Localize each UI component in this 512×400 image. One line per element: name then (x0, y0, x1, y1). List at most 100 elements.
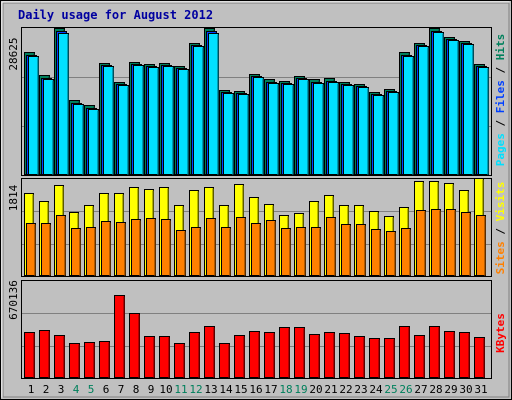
bar-shade-pages-day-7 (127, 86, 129, 175)
bar-shade-kbytes-day-10 (168, 337, 170, 378)
bar-shade-pages-day-15 (247, 95, 249, 175)
x-tick-label-day-19: 19 (294, 383, 307, 396)
bar-shade-kbytes-day-25 (393, 339, 395, 378)
bar-shade-kbytes-day-4 (78, 344, 80, 378)
bar-shade-sites-day-22 (349, 225, 351, 276)
y-max-label-panel-2: 1814 (7, 184, 20, 211)
bar-shade-kbytes-day-24 (378, 339, 380, 378)
bar-shade-kbytes-day-19 (303, 328, 305, 378)
panel-hits-files-pages (21, 27, 492, 176)
legend-item-pages: Pages (494, 133, 507, 166)
bar-shade-sites-day-31 (484, 216, 486, 276)
bar-shade-pages-day-9 (157, 68, 159, 175)
legend-item-kbytes: KBytes (494, 313, 507, 353)
bar-shade-pages-day-3 (67, 34, 69, 175)
x-tick-label-day-11: 11 (174, 383, 187, 396)
bar-shade-sites-day-27 (424, 211, 426, 276)
panel-kbytes (21, 280, 492, 379)
legend-panel-2: Sites / Visits (494, 182, 507, 275)
bar-shade-sites-day-16 (259, 224, 261, 276)
bar-shade-sites-day-1 (34, 224, 36, 276)
bar-shade-kbytes-day-20 (318, 335, 320, 378)
bar-shade-pages-day-4 (82, 105, 84, 175)
bar-shade-sites-day-8 (139, 220, 141, 276)
x-tick-label-day-13: 13 (204, 383, 217, 396)
bar-shade-sites-day-24 (379, 230, 381, 276)
bar-shade-kbytes-day-7 (123, 296, 125, 378)
bar-shade-pages-day-25 (397, 93, 399, 175)
x-tick-label-day-10: 10 (159, 383, 172, 396)
bar-shade-sites-day-12 (199, 228, 201, 276)
bar-shade-kbytes-day-12 (198, 333, 200, 378)
bar-shade-kbytes-day-15 (243, 336, 245, 378)
bar-shade-sites-day-9 (154, 219, 156, 276)
bar-shade-pages-day-24 (382, 96, 384, 175)
x-tick-label-day-5: 5 (88, 383, 95, 396)
bar-shade-kbytes-day-30 (468, 333, 470, 378)
bar-shade-kbytes-day-18 (288, 328, 290, 378)
bars (24, 28, 489, 378)
bar-shade-pages-day-16 (262, 78, 264, 175)
x-tick-label-day-24: 24 (369, 383, 383, 396)
bar-shade-kbytes-day-14 (228, 344, 230, 378)
bar-shade-sites-day-30 (469, 213, 471, 276)
bar-shade-pages-day-23 (367, 88, 369, 175)
bar-shade-sites-day-5 (94, 228, 96, 276)
bar-shade-kbytes-day-31 (483, 338, 485, 378)
x-tick-label-day-2: 2 (43, 383, 50, 396)
x-tick-label-day-12: 12 (189, 383, 202, 396)
bar-shade-pages-day-29 (457, 41, 459, 175)
bar-shade-pages-day-19 (307, 80, 309, 175)
bar-shade-sites-day-6 (109, 222, 111, 276)
bar-shade-kbytes-day-3 (63, 336, 65, 378)
x-tick-label-day-21: 21 (324, 383, 337, 396)
legend-item-files: Files (494, 80, 507, 113)
x-tick-label-day-20: 20 (309, 383, 322, 396)
x-tick-label-day-27: 27 (414, 383, 427, 396)
bar-shade-sites-day-14 (229, 228, 231, 276)
bar-shade-kbytes-day-2 (48, 331, 50, 378)
x-tick-label-day-22: 22 (339, 383, 352, 396)
x-tick-label-day-1: 1 (28, 383, 35, 396)
chart-title: Daily usage for August 2012 (18, 8, 213, 22)
panel-sites-visits (21, 178, 492, 277)
x-tick-label-day-31: 31 (474, 383, 487, 396)
x-tick-label-day-6: 6 (103, 383, 110, 396)
bar-shade-sites-day-2 (49, 224, 51, 276)
x-tick-label-day-4: 4 (73, 383, 80, 396)
bar-shade-sites-day-7 (124, 223, 126, 276)
bar-shade-pages-day-10 (172, 67, 174, 175)
x-axis-day-labels: 1 2 3 4 5 6 7 8 9 10 11 12 13 14 15 16 17 18 19 20 21 22 23 24 2… (28, 383, 488, 396)
bar-shade-kbytes-day-16 (258, 332, 260, 378)
x-tick-label-day-30: 30 (459, 383, 472, 396)
bar-shade-pages-day-12 (202, 47, 204, 175)
bar-shade-sites-day-29 (454, 210, 456, 276)
bar-shade-kbytes-day-26 (408, 327, 410, 378)
y-max-label-panel-1: 28625 (7, 37, 20, 70)
bar-shade-kbytes-day-21 (333, 333, 335, 378)
bar-shade-sites-day-17 (274, 221, 276, 276)
bar-shade-sites-day-4 (79, 229, 81, 276)
bar-shade-pages-day-8 (142, 66, 144, 175)
bar-shade-kbytes-day-23 (363, 337, 365, 378)
x-tick-label-day-25: 25 (384, 383, 397, 396)
bar-shade-sites-day-11 (184, 231, 186, 276)
bar-shade-kbytes-day-17 (273, 333, 275, 378)
bar-shade-sites-day-26 (409, 229, 411, 276)
legend-item-visits: Visits (494, 182, 507, 222)
bar-shade-sites-day-3 (64, 216, 66, 276)
legend-item-hits: Hits (494, 34, 507, 61)
y-max-label-panel-3: 670136 (7, 280, 20, 320)
bar-shade-sites-day-10 (169, 220, 171, 276)
x-tick-label-day-14: 14 (219, 383, 233, 396)
bar-shade-kbytes-day-9 (153, 337, 155, 378)
legend-item-sites: Sites (494, 241, 507, 274)
x-tick-label-day-23: 23 (354, 383, 367, 396)
bar-shade-pages-day-14 (232, 94, 234, 175)
legend-separator: / (494, 113, 507, 133)
bar-shade-pages-day-26 (412, 57, 414, 175)
bar-shade-sites-day-15 (244, 218, 246, 276)
bar-shade-pages-day-1 (37, 57, 39, 175)
bar-shade-pages-day-22 (352, 86, 354, 175)
